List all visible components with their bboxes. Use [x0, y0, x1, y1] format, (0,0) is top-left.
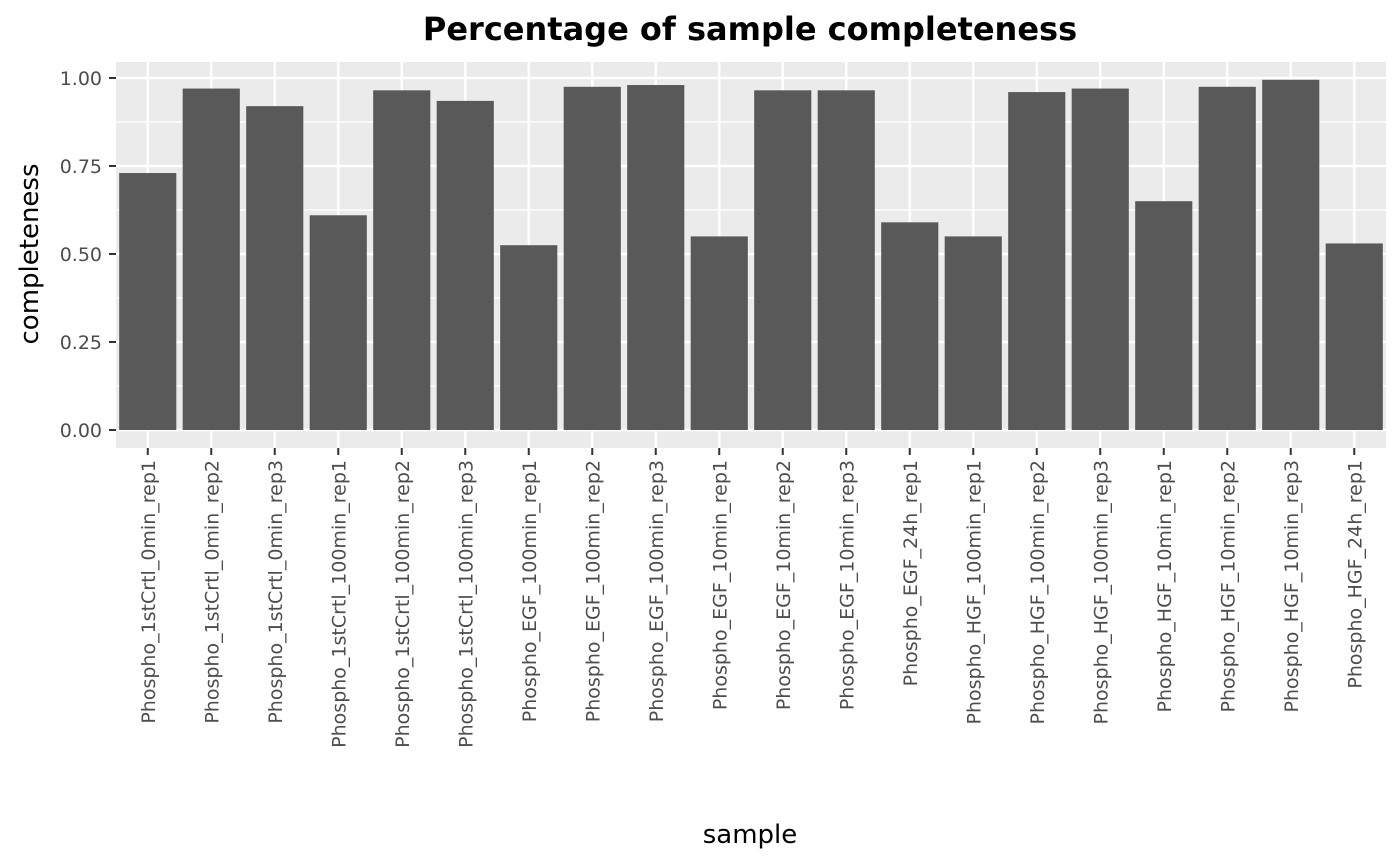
- bar-6: [436, 100, 494, 430]
- x-tick-label: Phospho_1stCrtl_100min_rep1: [328, 460, 350, 748]
- x-tick-label: Phospho_EGF_100min_rep3: [646, 460, 668, 722]
- chart-title: Percentage of sample completeness: [423, 10, 1077, 48]
- x-tick-label: Phospho_HGF_100min_rep3: [1090, 460, 1112, 725]
- x-tick-label: Phospho_HGF_100min_rep1: [963, 460, 985, 725]
- x-tick-label: Phospho_HGF_24h_rep1: [1344, 460, 1366, 689]
- bar-11: [754, 90, 812, 430]
- x-tick-label: Phospho_HGF_10min_rep1: [1154, 460, 1176, 712]
- x-tick-label: Phospho_EGF_100min_rep2: [582, 460, 604, 722]
- y-axis: 0.00 0.25 0.50 0.75 1.00: [60, 68, 116, 442]
- x-tick-label: Phospho_1stCrtl_0min_rep2: [201, 460, 223, 724]
- bar-1: [119, 173, 177, 431]
- y-tick-label: 0.75: [60, 156, 102, 178]
- x-tick-label: Phospho_HGF_100min_rep2: [1027, 460, 1049, 725]
- bar-4: [309, 215, 367, 430]
- x-axis-title: sample: [703, 820, 798, 850]
- bar-2: [182, 88, 240, 430]
- x-tick-label: Phospho_EGF_100min_rep1: [519, 460, 541, 722]
- bar-18: [1198, 86, 1256, 431]
- bar-19: [1262, 79, 1320, 430]
- bar-5: [373, 90, 431, 430]
- bar-16: [1071, 88, 1129, 430]
- y-tick-label: 0.50: [60, 244, 102, 266]
- bar-8: [563, 86, 621, 431]
- x-tick-label: Phospho_1stCrtl_100min_rep2: [392, 460, 414, 748]
- x-tick-label: Phospho_EGF_10min_rep2: [773, 460, 795, 710]
- bars: [119, 79, 1383, 431]
- x-tick-label: Phospho_1stCrtl_0min_rep3: [265, 460, 287, 724]
- x-tick-label: Phospho_1stCrtl_0min_rep1: [138, 460, 160, 724]
- bar-14: [944, 236, 1002, 430]
- x-tick-label: Phospho_EGF_10min_rep3: [836, 460, 858, 710]
- bar-10: [690, 236, 748, 430]
- y-tick-label: 1.00: [60, 68, 102, 90]
- x-tick-label: Phospho_HGF_10min_rep2: [1217, 460, 1239, 712]
- bar-9: [627, 85, 685, 430]
- bar-12: [817, 90, 875, 430]
- bar-20: [1325, 243, 1383, 430]
- bar-15: [1008, 92, 1066, 430]
- bar-3: [246, 106, 304, 430]
- y-axis-title: completeness: [15, 163, 45, 344]
- bar-17: [1135, 201, 1193, 430]
- bar-13: [881, 222, 939, 430]
- y-tick-label: 0.00: [60, 420, 102, 442]
- y-tick-label: 0.25: [60, 332, 102, 354]
- x-axis: Phospho_1stCrtl_0min_rep1 Phospho_1stCrtl…: [138, 448, 1366, 748]
- x-tick-label: Phospho_1stCrtl_100min_rep3: [455, 460, 477, 748]
- x-tick-label: Phospho_HGF_10min_rep3: [1281, 460, 1303, 712]
- x-tick-label: Phospho_EGF_10min_rep1: [709, 460, 731, 710]
- bar-7: [500, 245, 558, 430]
- x-tick-label: Phospho_EGF_24h_rep1: [900, 460, 922, 686]
